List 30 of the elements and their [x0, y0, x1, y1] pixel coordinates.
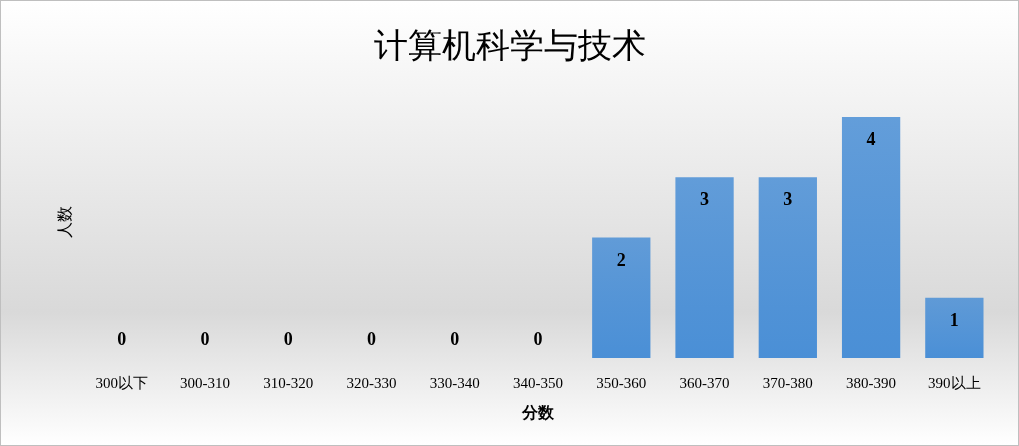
bar — [841, 117, 901, 358]
x-tick-label: 370-380 — [762, 375, 813, 391]
x-tick-label: 310-320 — [263, 375, 314, 391]
x-tick-label: 380-390 — [846, 375, 897, 391]
bar — [758, 177, 817, 358]
data-label: 3 — [783, 189, 793, 210]
data-label: 0 — [533, 329, 543, 349]
bar — [925, 297, 984, 358]
data-label: 0 — [450, 329, 460, 349]
x-tick-label: 300以下 — [95, 375, 148, 391]
x-tick-label: 360-370 — [679, 375, 730, 391]
x-tick-label: 340-350 — [513, 375, 563, 391]
data-label: 1 — [949, 309, 959, 330]
data-label: 0 — [200, 329, 210, 349]
y-axis-title: 人数 — [55, 206, 74, 238]
x-tick-label: 330-340 — [429, 375, 480, 391]
x-tick-label: 320-330 — [346, 375, 397, 391]
data-label: 4 — [866, 129, 876, 149]
bar — [675, 177, 734, 358]
data-label: 0 — [283, 329, 293, 349]
x-tick-label: 350-360 — [596, 375, 647, 391]
x-tick-label: 300-310 — [179, 375, 230, 391]
data-label: 3 — [700, 189, 710, 210]
data-label: 0 — [366, 329, 376, 349]
data-label: 2 — [616, 249, 626, 270]
bar — [592, 237, 651, 358]
x-tick-label: 390以上 — [928, 375, 981, 391]
x-axis-title: 分数 — [521, 403, 555, 422]
chart-title: 计算机科学与技术 — [373, 25, 646, 65]
data-label: 0 — [117, 329, 127, 349]
